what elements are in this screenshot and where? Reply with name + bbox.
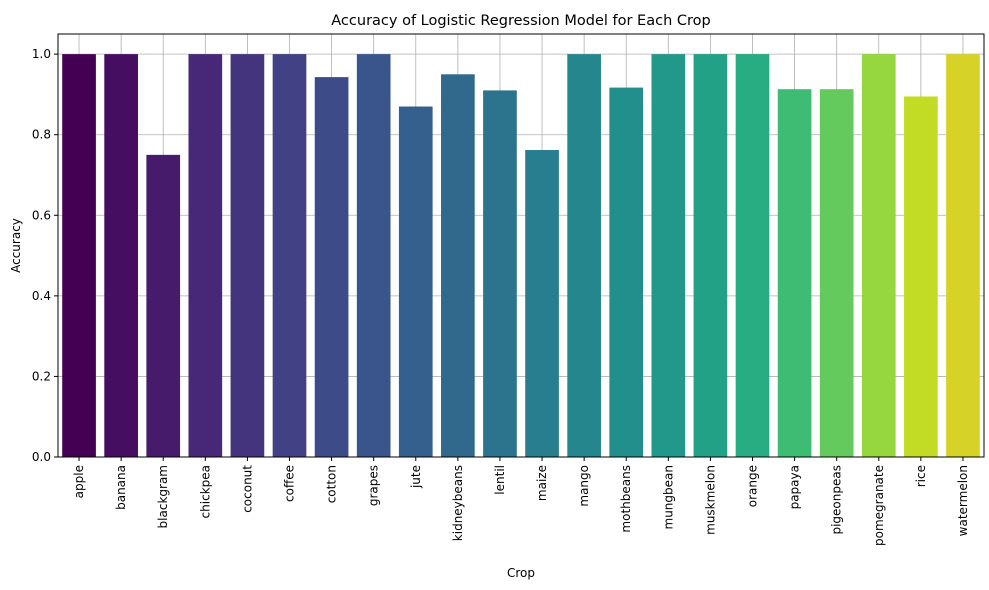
y-axis-label: Accuracy [9,218,23,273]
y-tick-label: 0.0 [32,450,51,464]
bar-mungbean [651,54,686,458]
x-tick-label-chickpea: chickpea [198,465,212,518]
bar-blackgram [146,154,181,457]
x-tick-label-mango: mango [577,465,591,507]
x-tick-label-grapes: grapes [367,465,381,506]
x-axis-label: Crop [507,566,535,580]
x-tick-label-lentil: lentil [493,465,507,495]
y-tick-label: 0.4 [32,289,51,303]
x-tick-label-papaya: papaya [788,465,802,509]
x-tick-label-pomegranate: pomegranate [872,465,886,546]
x-tick-label-blackgram: blackgram [156,465,170,528]
bar-rice [904,96,938,457]
y-axis: 0.0 0.2 0.4 0.6 0.8 1.0 [32,47,58,464]
bar-grapes [356,54,391,458]
bar-mango [567,54,601,458]
bar-chickpea [188,54,223,458]
x-tick-label-mothbeans: mothbeans [619,465,633,533]
bars [62,54,980,458]
x-tick-label-jute: jute [409,465,423,489]
x-tick-label-coconut: coconut [240,465,254,513]
bar-pomegranate [861,54,896,458]
bar-papaya [777,89,812,457]
bar-lentil [483,90,517,458]
chart-title: Accuracy of Logistic Regression Model fo… [331,13,710,29]
bar-apple [62,54,96,458]
bar-jute [398,106,433,457]
bar-muskmelon [693,54,728,458]
bar-watermelon [946,54,980,458]
x-tick-label-muskmelon: muskmelon [703,465,717,535]
y-tick-label: 0.8 [32,128,51,142]
bar-cotton [314,77,349,457]
x-tick-label-kidneybeans: kidneybeans [451,465,465,541]
x-tick-label-maize: maize [535,465,549,501]
x-tick-label-mungbean: mungbean [661,465,675,529]
x-tick-label-rice: rice [914,465,928,487]
bar-kidneybeans [441,74,475,458]
bar-pigeonpeas [819,89,854,457]
plot-frame [57,33,985,458]
bar-coconut [230,54,265,458]
bar-mothbeans [609,87,644,457]
bar-coffee [272,54,307,458]
x-tick-label-apple: apple [72,465,86,498]
bar-banana [104,54,138,458]
y-tick-label: 1.0 [32,47,51,61]
y-tick-label: 0.2 [32,369,51,383]
x-tick-label-pigeonpeas: pigeonpeas [830,465,844,535]
bar-maize [525,150,559,457]
x-tick-label-cotton: cotton [325,465,339,503]
x-axis: apple banana blackgram chickpea coconut coffe… [72,457,970,546]
x-tick-label-banana: banana [114,465,128,510]
bar-orange [735,54,770,458]
x-tick-label-orange: orange [746,465,760,507]
y-tick-label: 0.6 [32,208,51,222]
x-tick-label-watermelon: watermelon [956,465,970,536]
x-tick-label-coffee: coffee [283,465,297,502]
